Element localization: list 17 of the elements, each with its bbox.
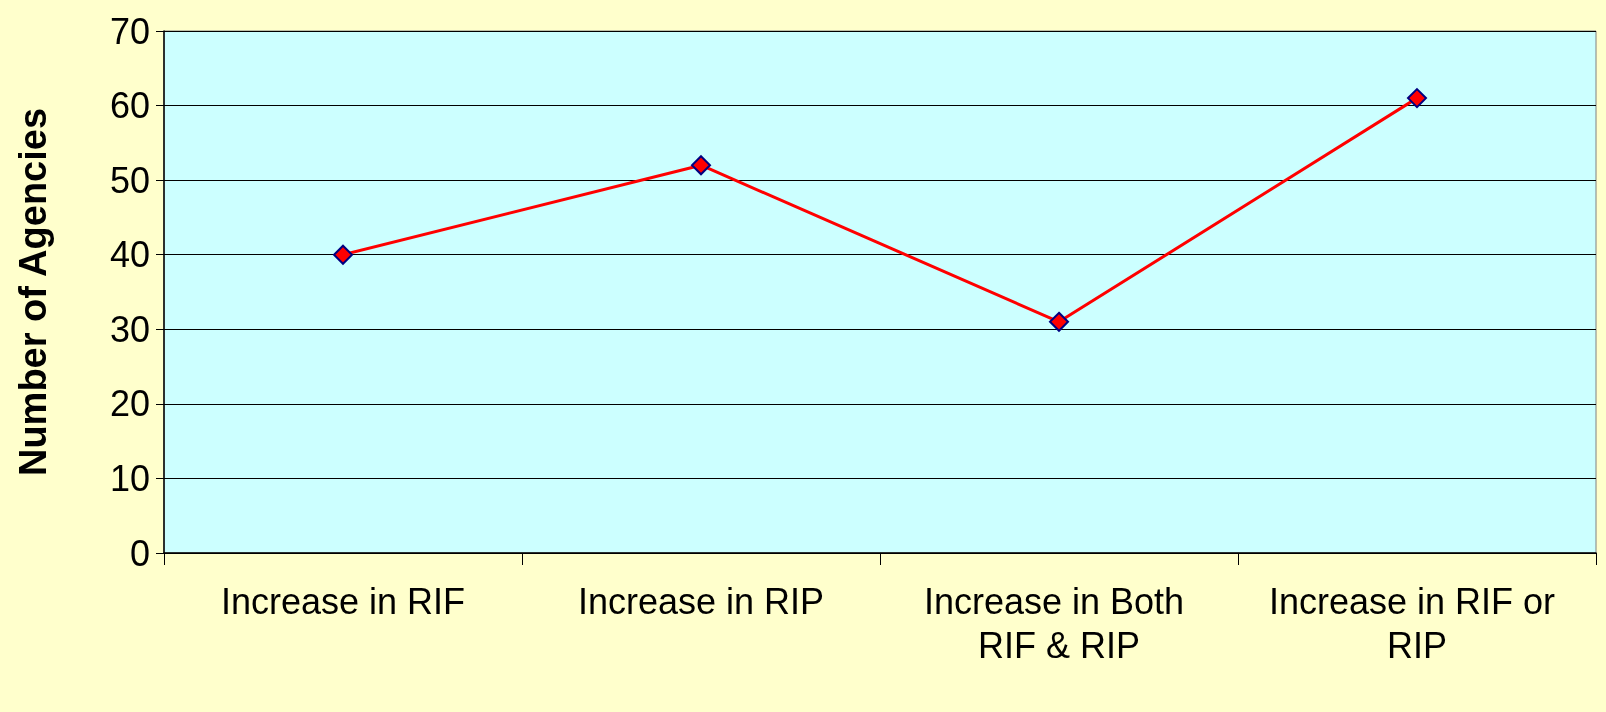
y-tick-label: 0 [129, 532, 150, 574]
point [691, 155, 711, 176]
y-tick-label: 20 [109, 383, 150, 425]
x-tick-label: Increase in RIP [577, 580, 825, 622]
point [333, 244, 353, 265]
x-tick-label: Increase in Both RIF & RIP [923, 580, 1195, 666]
y-axis-title: Number of Agencies [12, 107, 54, 477]
y-tick-label: 10 [109, 457, 150, 499]
y-tick-label: 40 [109, 234, 150, 276]
y-tick-label: 30 [109, 308, 150, 350]
x-tick-label: Increase in RIF [220, 580, 466, 622]
y-tick-label: 70 [109, 10, 150, 52]
point [1407, 88, 1427, 109]
y-tick-label: 50 [109, 159, 150, 201]
y-tick-label: 60 [109, 85, 150, 127]
point [1049, 311, 1069, 332]
x-tick-label: Increase in RIF or RIP [1268, 580, 1566, 666]
